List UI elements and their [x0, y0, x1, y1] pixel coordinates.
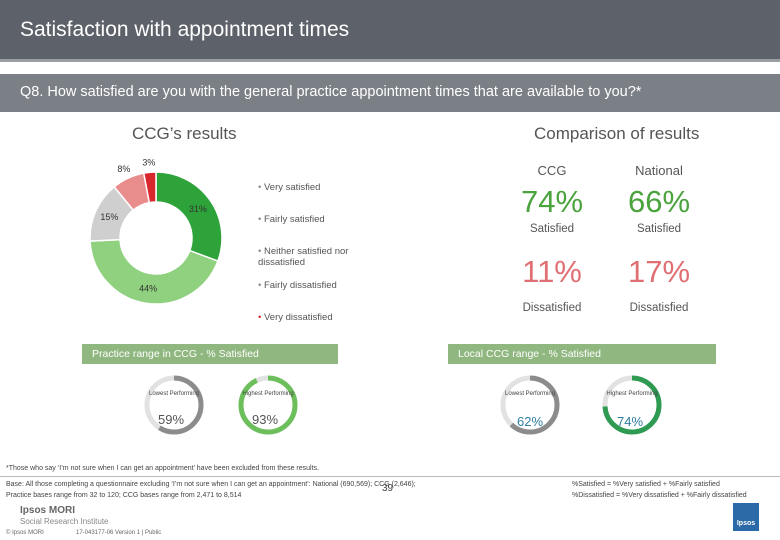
donut-data-label: 15% — [100, 212, 118, 222]
title-bar: Satisfaction with appointment times — [0, 0, 780, 62]
legend-item-fairly-dissatisfied: • Fairly dissatisfied — [258, 280, 337, 291]
ccg-range-bar: Local CCG range - % Satisfied — [448, 344, 716, 364]
footer-divider — [0, 476, 780, 477]
donut-slice-fairly-satisfied — [89, 238, 219, 305]
ipsos-corner-logo: Ipsos — [733, 503, 759, 531]
ccg-highest-gauge — [602, 375, 662, 435]
ccg-results-heading: CCG’s results — [132, 124, 237, 143]
question-text: Q8. How satisfied are you with the gener… — [20, 84, 642, 100]
legend-item-neither: • Neither satisfied nor dissatisfied — [258, 246, 349, 268]
ccg-lowest-gauge — [500, 375, 560, 435]
copyright: © Ipsos MORI — [6, 530, 44, 536]
ccg-lowest-value: 62% — [516, 414, 544, 429]
practice-highest-label: Highest Performing — [242, 391, 294, 397]
page-title: Satisfaction with appointment times — [20, 18, 350, 41]
base-line-2: Practice bases range from 32 to 120; CCG… — [6, 492, 242, 499]
ccg-highest-value: 74% — [616, 414, 644, 429]
dissatisfied-ccg-value: 11% — [522, 254, 582, 289]
practice-lowest-value: 59% — [157, 412, 185, 427]
dissatisfied-national-label: Dissatisfied — [629, 302, 689, 314]
donut-slice-very-dissatisfied — [142, 171, 157, 204]
version-info: 17-043177-06 Version 1 | Public — [76, 530, 162, 536]
donut-data-label: 8% — [117, 164, 130, 174]
donut-slice-very-satisfied — [155, 171, 223, 263]
ipsos-mori-logo-text: Ipsos MORI — [20, 505, 76, 516]
ccg-highest-label: Highest Performing — [606, 391, 658, 397]
dissatisfied-ccg-label: Dissatisfied — [522, 302, 582, 314]
donut-data-label: 31% — [189, 204, 207, 214]
dissatisfied-national-value: 17% — [627, 254, 691, 289]
col-ccg-header: CCG — [537, 163, 567, 178]
practice-highest-value: 93% — [251, 412, 279, 427]
legend-label: Neither satisfied nor dissatisfied — [258, 246, 349, 268]
legend-item-very-dissatisfied: • Very dissatisfied — [258, 312, 333, 323]
practice-range-label: Practice range in CCG - % Satisfied — [92, 348, 259, 360]
legend-item-fairly-satisfied: • Fairly satisfied — [258, 214, 325, 225]
satisfied-ccg-label: Satisfied — [529, 223, 575, 235]
donut-data-label: 3% — [142, 158, 155, 167]
col-national-header: National — [635, 163, 683, 178]
definition-line-1: %Satisfied = %Very satisfied + %Fairly s… — [572, 481, 720, 488]
legend-label: Very dissatisfied — [263, 312, 333, 323]
footnote: *Those who say ‘I’m not sure when I can … — [6, 465, 319, 472]
comparison-heading: Comparison of results — [534, 124, 700, 143]
ccg-lowest-label: Lowest Performing — [504, 391, 556, 397]
legend-label: Very satisfied — [263, 182, 321, 193]
legend-item-very-satisfied: • Very satisfied — [258, 182, 321, 193]
legend-label: Fairly dissatisfied — [263, 280, 337, 291]
ccg-range-label: Local CCG range - % Satisfied — [458, 348, 601, 360]
question-bar: Q8. How satisfied are you with the gener… — [0, 74, 780, 112]
satisfied-national-value: 66% — [627, 184, 691, 219]
practice-lowest-label: Lowest Performing — [148, 391, 200, 397]
satisfied-national-label: Satisfied — [636, 223, 682, 235]
base-line-1: Base: All those completing a questionnai… — [6, 481, 416, 488]
satisfied-ccg-value: 74% — [520, 184, 584, 219]
page-number: 39 — [382, 483, 394, 494]
definition-line-2: %Dissatisfied = %Very dissatisfied + %Fa… — [572, 492, 747, 499]
practice-highest-gauge — [238, 375, 298, 435]
donut-chart: 31% 44% 15% 8% 3% — [89, 158, 223, 305]
corner-logo-text: Ipsos — [736, 520, 756, 527]
ipsos-sri-logo-text: Social Research Institute — [20, 517, 109, 526]
donut-data-label: 44% — [139, 283, 157, 293]
legend-label: Fairly satisfied — [263, 214, 325, 225]
practice-lowest-gauge — [144, 375, 204, 435]
practice-range-bar: Practice range in CCG - % Satisfied — [82, 344, 338, 364]
